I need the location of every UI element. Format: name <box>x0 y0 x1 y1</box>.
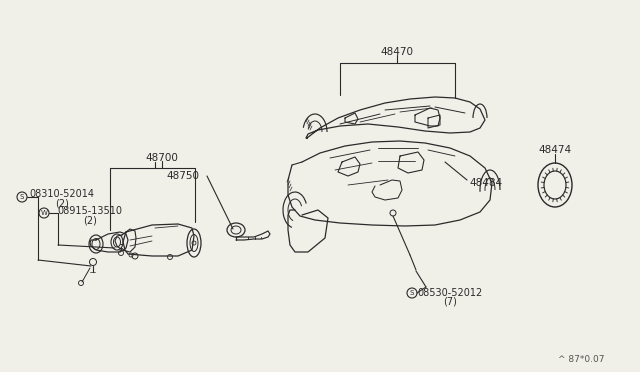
Text: S: S <box>410 290 414 296</box>
Text: 48474: 48474 <box>538 145 572 155</box>
Text: (7): (7) <box>443 297 457 307</box>
Text: 08310-52014: 08310-52014 <box>29 189 95 199</box>
Text: 48750: 48750 <box>166 171 200 181</box>
Text: 48484: 48484 <box>469 178 502 188</box>
Text: 48700: 48700 <box>145 153 179 163</box>
Text: ^ 87*0.07: ^ 87*0.07 <box>559 356 605 365</box>
Text: (2): (2) <box>83 215 97 225</box>
Text: 08915-13510: 08915-13510 <box>58 206 122 216</box>
Text: 48470: 48470 <box>381 47 413 57</box>
Text: W: W <box>40 210 47 216</box>
Text: (2): (2) <box>55 198 69 208</box>
Text: S: S <box>20 194 24 200</box>
Text: 08530-52012: 08530-52012 <box>417 288 483 298</box>
